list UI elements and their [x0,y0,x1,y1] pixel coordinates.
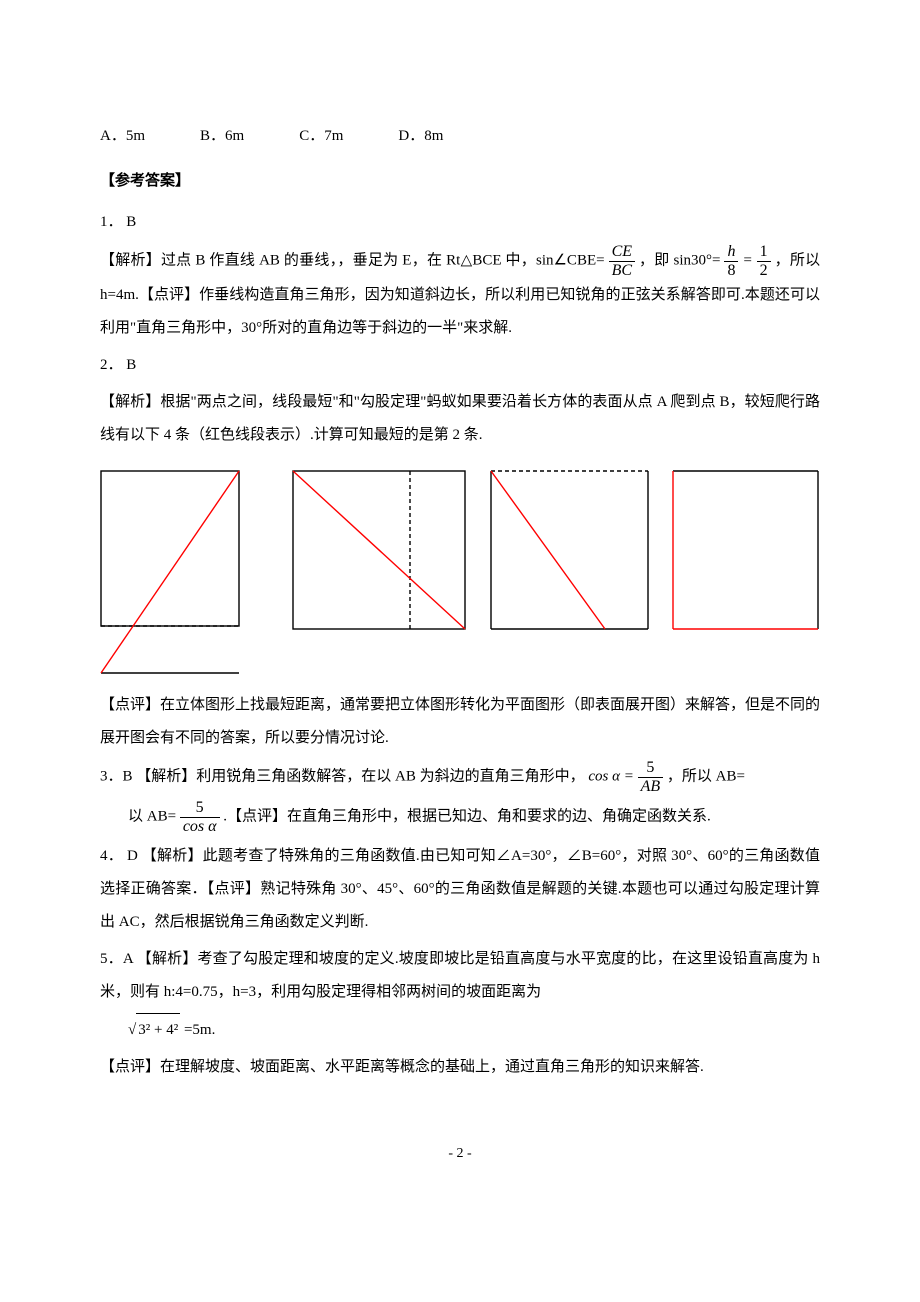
q1-frac3: 1 2 [757,243,771,279]
q4-label: 4． D [100,848,142,864]
sqrt-symbol: √ [128,1022,136,1038]
q1-eq: = [742,253,752,269]
q3-label: 3．B [100,769,133,785]
q4-text: 【解析】此题考查了特殊角的三角函数值.由已知可知∠A=30°，∠B=60°，对照… [100,848,820,930]
q2-explanation: 【解析】根据"两点之间，线段最短"和"勾股定理"蚂蚁如果要沿着长方体的表面从点 … [100,386,820,452]
answer-options: A．5m B．6m C．7m D．8m [100,120,820,153]
q1-text-a: 【解析】过点 B 作直线 AB 的垂线，，垂足为 E，在 Rt△BCE 中，si… [100,253,605,269]
option-c: C．7m [299,120,343,153]
unfolding-diagrams [100,470,820,675]
diagram-4 [672,470,820,635]
option-d: D．8m [398,120,443,153]
q3-text-a: 【解析】利用锐角三角函数解答，在以 AB 为斜边的直角三角形中， [136,769,584,785]
option-b: B．6m [200,120,244,153]
diagram-2 [292,470,467,635]
q3-explanation: 3．B 【解析】利用锐角三角函数解答，在以 AB 为斜边的直角三角形中， cos… [100,759,820,795]
q3-text-c: .【点评】在直角三角形中，根据已知边、角和要求的边、角确定函数关系. [223,809,711,825]
q3-frac1: 5 AB [638,759,664,795]
answers-heading: 【参考答案】 [100,165,820,198]
q3-eq1: cos α = [588,769,634,785]
q4-explanation: 4． D 【解析】此题考查了特殊角的三角函数值.由已知可知∠A=30°，∠B=6… [100,840,820,939]
q2-review: 【点评】在立体图形上找最短距离，通常要把立体图形转化为平面图形（即表面展开图）来… [100,689,820,755]
q5-text-b: =5m. [184,1022,215,1038]
q1-label: 1． B [100,206,820,239]
q1-frac2: h 8 [724,243,738,279]
q3-explanation-cont: 以 AB= 5 cos α .【点评】在直角三角形中，根据已知边、角和要求的边、… [100,799,820,835]
diagram-3 [490,470,650,635]
q1-text-b: ，即 sin30°= [639,253,720,269]
option-a: A．5m [100,120,145,153]
q5-explanation: 5．A 【解析】考查了勾股定理和坡度的定义.坡度即坡比是铅直高度与水平宽度的比，… [100,943,820,1009]
q2-label: 2． B [100,349,820,382]
q5-label: 5．A [100,951,137,967]
q5-review: 【点评】在理解坡度、坡面距离、水平距离等概念的基础上，通过直角三角形的知识来解答… [100,1051,820,1084]
q1-frac1: CE BC [609,243,635,279]
diagram-1 [100,470,270,675]
q5-text-a: 【解析】考查了勾股定理和坡度的定义.坡度即坡比是铅直高度与水平宽度的比，在这里设… [100,951,820,1000]
q5-explanation-cont: √3² + 4² =5m. [100,1013,820,1047]
page-number: - 2 - [100,1139,820,1170]
sqrt-expr: 3² + 4² [136,1013,180,1047]
q3-text-b: ，所以 AB= [667,769,745,785]
q1-explanation: 【解析】过点 B 作直线 AB 的垂线，，垂足为 E，在 Rt△BCE 中，si… [100,243,820,345]
q3-frac2: 5 cos α [180,799,220,835]
